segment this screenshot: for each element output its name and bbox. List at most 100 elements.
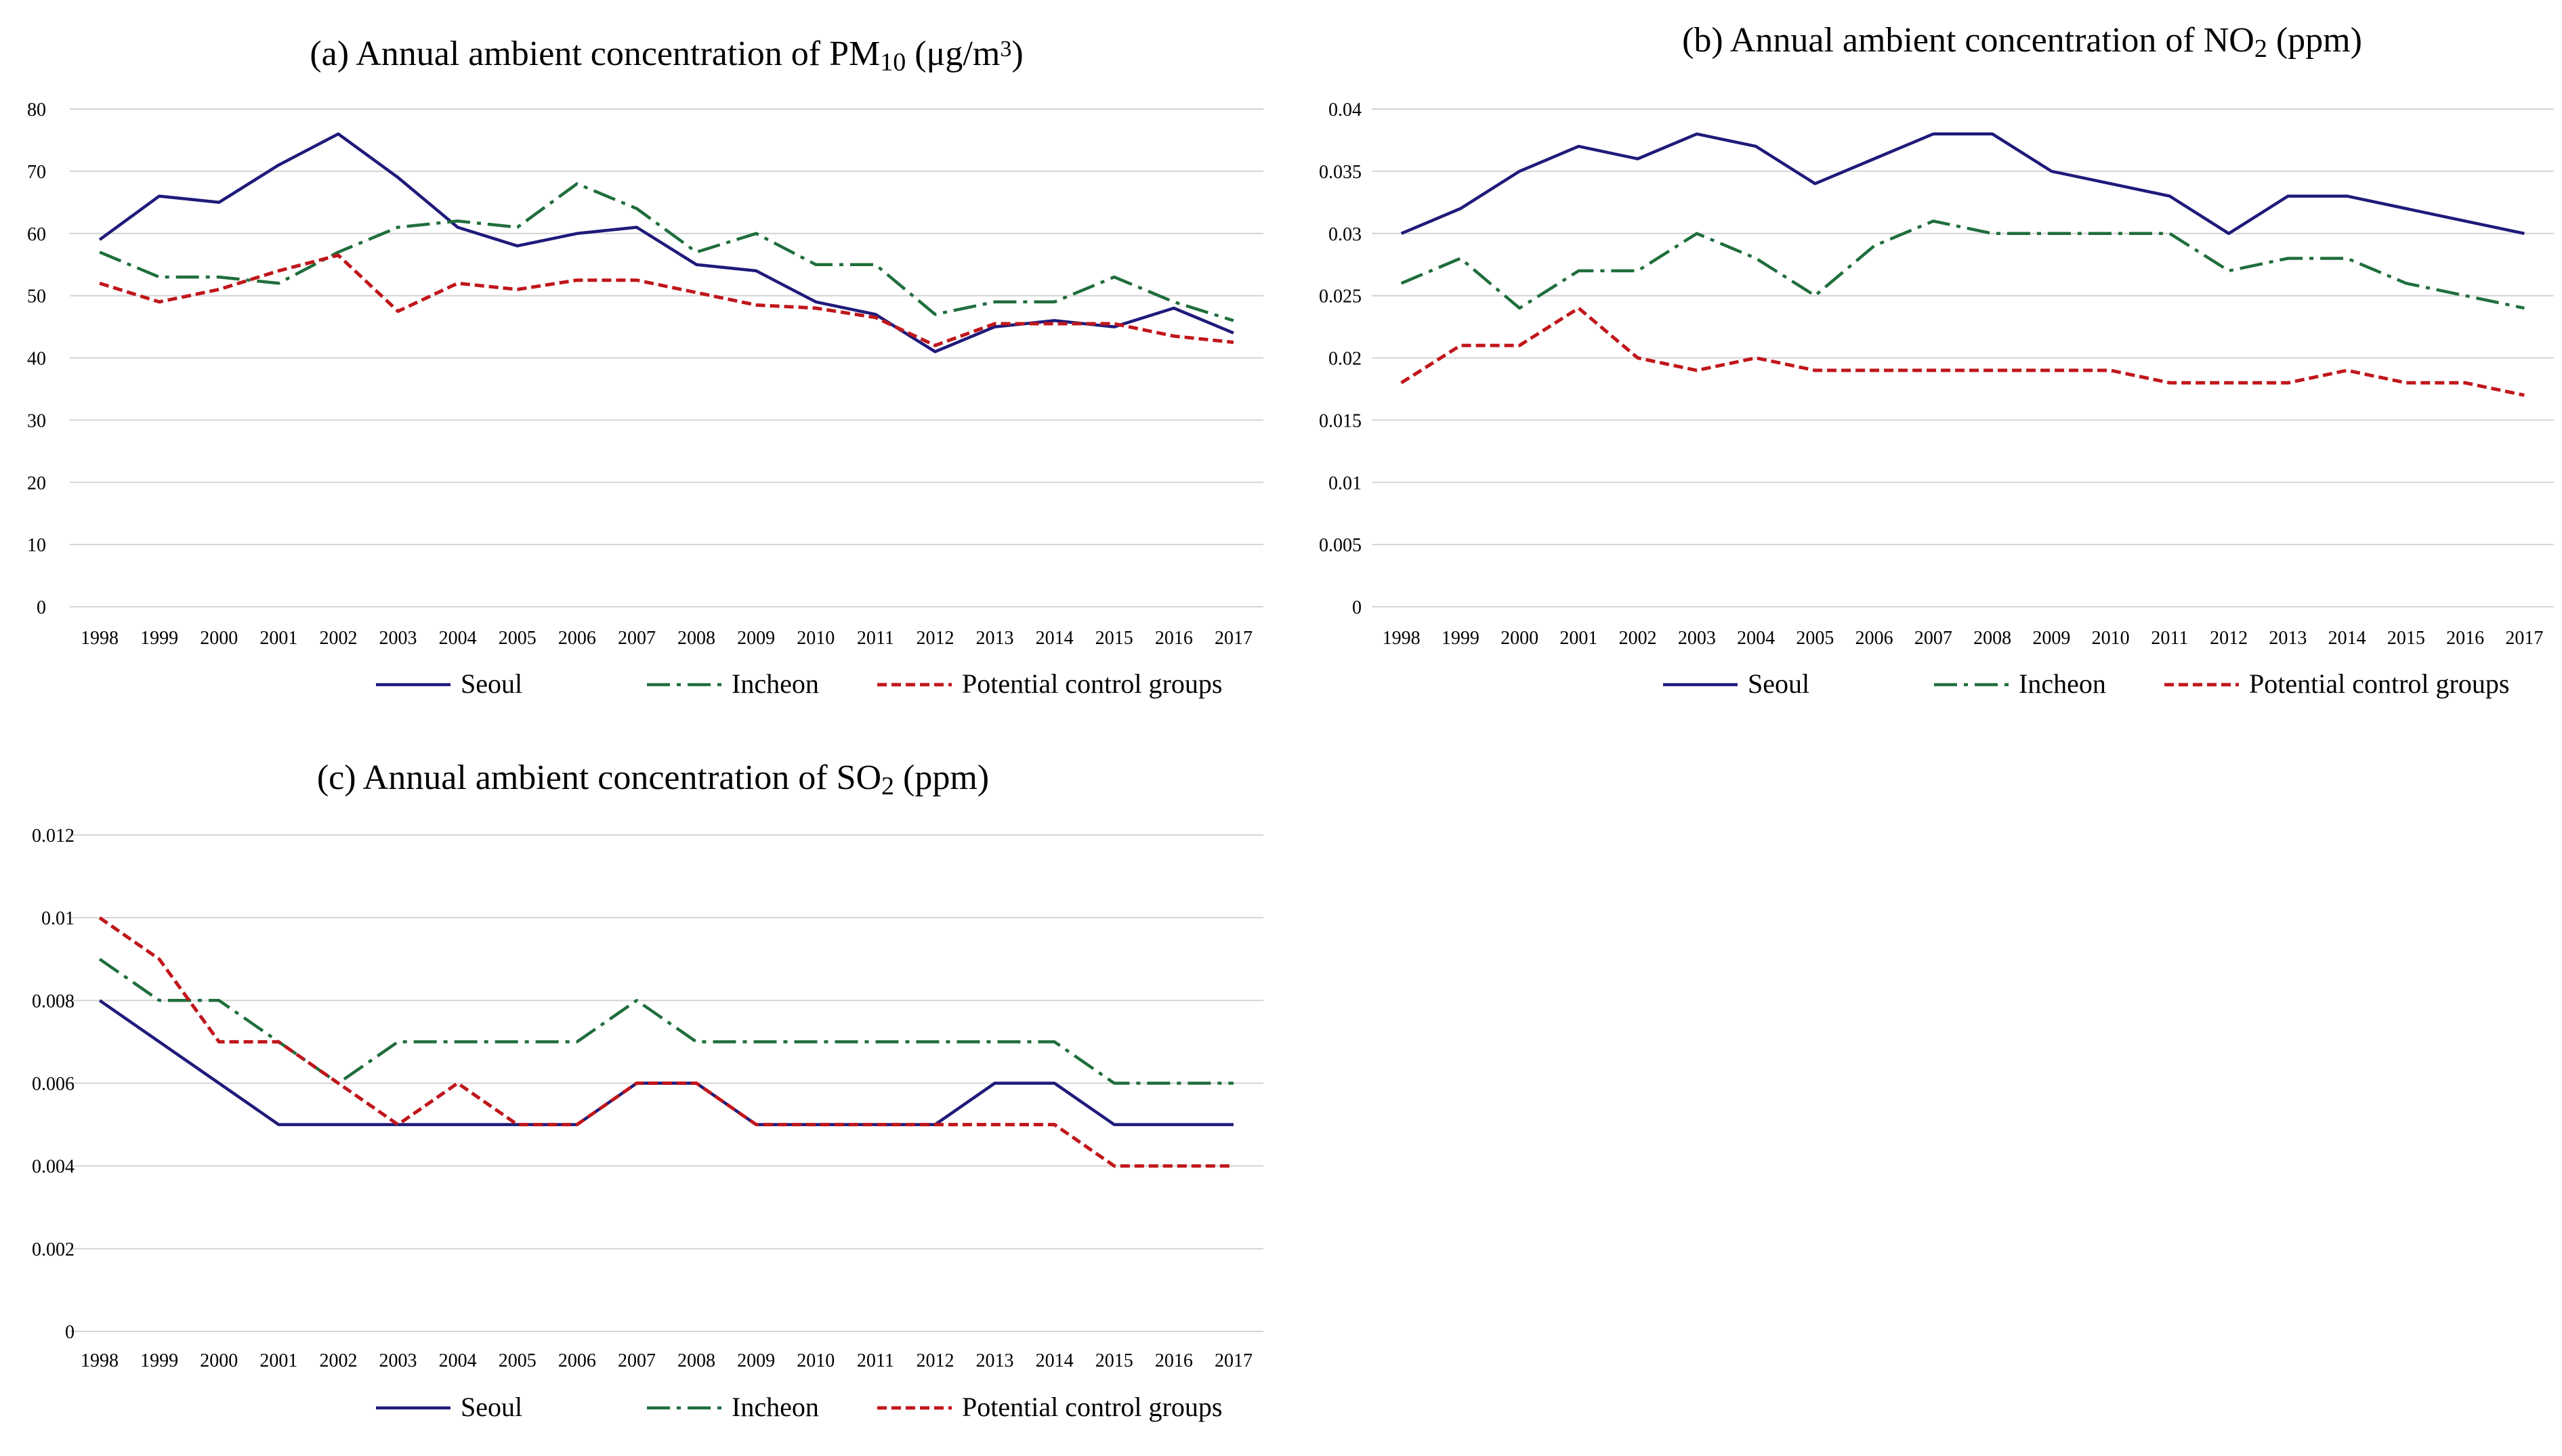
x-tick-label: 2007 [618,1350,656,1371]
x-tick-label: 2016 [1155,628,1193,649]
x-tick-label: 1999 [1442,628,1479,649]
y-tick-label: 0.03 [1328,224,1362,245]
legend: Seoul Incheon Potential control groups [1663,668,2509,699]
x-tick-label: 2001 [1559,628,1597,649]
legend-label-seoul: Seoul [1748,668,1809,699]
y-tick-label: 70 [27,162,46,183]
legend-label-control: Potential control groups [962,668,1222,699]
x-tick-label: 2010 [797,1350,835,1371]
legend-label-incheon: Incheon [2019,668,2106,699]
series-line-incheon [1400,219,2525,310]
y-tick-label: 0 [65,1322,75,1343]
y-tick-label: 0.025 [1319,286,1362,307]
x-tick-label: 2007 [618,628,656,649]
x-tick-label: 2006 [1855,628,1893,649]
y-tick-label: 0.035 [1319,162,1362,183]
chart-2: (c) Annual ambient concentration of SO2 … [32,758,1263,1422]
x-tick-label: 2009 [737,1350,775,1371]
x-tick-label: 2004 [439,628,477,649]
x-tick-label: 2013 [2269,628,2307,649]
x-tick-label: 2017 [1215,1350,1253,1371]
x-tick-label: 2002 [319,1350,357,1371]
series-line-control [98,916,1234,1168]
series-line-incheon [98,958,1234,1085]
x-tick-label: 2012 [2210,628,2248,649]
x-tick-label: 2008 [1973,628,2011,649]
y-tick-label: 0.04 [1328,100,1362,121]
y-tick-label: 0 [1352,597,1362,618]
x-tick-label: 2011 [857,1350,894,1371]
y-tick-label: 60 [27,224,46,245]
x-tick-label: 2004 [1737,628,1775,649]
x-tick-label: 2005 [499,1350,537,1371]
x-tick-label: 2007 [1914,628,1952,649]
legend-label-seoul: Seoul [461,1392,522,1422]
y-tick-label: 0.015 [1319,410,1362,431]
x-tick-label: 2008 [677,1350,715,1371]
x-tick-label: 2003 [1678,628,1716,649]
x-tick-label: 2002 [319,628,357,649]
x-tick-label: 2015 [1095,1350,1133,1371]
x-tick-label: 2014 [1036,628,1074,649]
x-tick-label: 2001 [259,1350,297,1371]
y-tick-label: 0.002 [32,1239,75,1260]
x-tick-label: 1999 [140,1350,178,1371]
chart-title: (c) Annual ambient concentration of SO2 … [317,758,989,800]
y-tick-label: 0.012 [32,826,75,847]
series-line-seoul [1400,132,2525,236]
x-tick-label: 2012 [916,1350,954,1371]
x-tick-label: 1998 [81,628,119,649]
y-tick-label: 10 [27,535,46,556]
x-tick-label: 2003 [379,1350,417,1371]
x-tick-label: 2013 [976,1350,1014,1371]
y-tick-label: 0.004 [32,1157,75,1178]
legend: Seoul Incheon Potential control groups [376,1392,1222,1422]
x-tick-label: 2013 [976,628,1014,649]
chart-0: (a) Annual ambient concentration of PM10… [27,35,1263,699]
x-tick-label: 2011 [2151,628,2188,649]
series-line-incheon [99,182,1234,322]
legend-label-seoul: Seoul [461,668,522,699]
legend: Seoul Incheon Potential control groups [376,668,1222,699]
x-tick-label: 2017 [2505,628,2543,649]
x-tick-label: 1999 [140,628,178,649]
legend-label-control: Potential control groups [2249,668,2509,699]
y-tick-label: 20 [27,473,46,494]
x-tick-label: 2011 [857,628,894,649]
x-tick-label: 2002 [1619,628,1657,649]
y-tick-label: 0.008 [32,991,75,1012]
x-tick-label: 2000 [1500,628,1538,649]
x-tick-label: 2006 [558,1350,596,1371]
chart-title: (b) Annual ambient concentration of NO2 … [1682,21,2362,63]
x-tick-label: 2014 [1036,1350,1074,1371]
y-tick-label: 50 [27,286,46,307]
x-tick-label: 2009 [2032,628,2070,649]
x-tick-label: 1998 [1383,628,1421,649]
x-tick-label: 2015 [2387,628,2425,649]
x-tick-label: 2010 [797,628,835,649]
x-tick-label: 2009 [737,628,775,649]
y-tick-label: 0 [37,597,46,618]
series-line-control [1400,306,2525,398]
series-line-control [99,253,1234,347]
x-tick-label: 2001 [259,628,297,649]
x-tick-label: 2005 [499,628,537,649]
x-tick-label: 2000 [200,1350,238,1371]
x-tick-label: 2006 [558,628,596,649]
x-tick-label: 2015 [1095,628,1133,649]
legend-label-control: Potential control groups [962,1392,1222,1422]
x-tick-label: 2000 [200,628,238,649]
series-line-seoul [98,999,1234,1126]
y-tick-label: 30 [27,410,46,431]
x-tick-label: 2005 [1796,628,1834,649]
x-tick-label: 2017 [1215,628,1253,649]
series-line-seoul [98,132,1234,354]
legend-label-incheon: Incheon [732,1392,819,1422]
x-tick-label: 2016 [1155,1350,1193,1371]
x-tick-label: 2012 [916,628,954,649]
y-tick-label: 0.01 [41,908,75,929]
y-tick-label: 0.006 [32,1074,75,1095]
y-tick-label: 40 [27,349,46,370]
x-tick-label: 2014 [2328,628,2366,649]
